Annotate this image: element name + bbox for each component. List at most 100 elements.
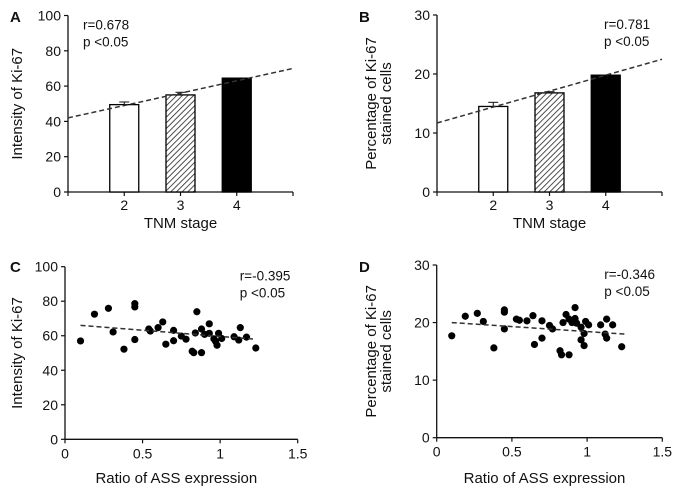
data-point — [193, 308, 201, 316]
data-point — [603, 334, 611, 342]
y-axis-title: Intensity of Ki-67 — [9, 48, 26, 160]
x-tick-label: 4 — [602, 197, 610, 213]
x-tick-label: 2 — [489, 197, 497, 213]
y-tick-label: 0 — [422, 430, 430, 446]
trend-line — [67, 67, 294, 119]
x-tick-label: 1.5 — [288, 445, 308, 461]
data-point — [197, 349, 206, 357]
x-tick-label: 4 — [233, 197, 241, 213]
y-axis-title: stained cells — [378, 62, 395, 145]
data-point — [242, 333, 251, 341]
x-axis-title: TNM stage — [144, 215, 217, 232]
data-point — [214, 329, 223, 337]
bar-stage-3 — [165, 94, 196, 193]
correlation-r: r=0.781 — [604, 17, 650, 32]
x-tick-label: 3 — [177, 197, 185, 213]
x-tick-label: 0 — [61, 445, 69, 461]
data-point — [538, 317, 546, 325]
y-tick-label: 20 — [414, 315, 430, 331]
data-point — [182, 335, 190, 343]
data-point — [538, 334, 546, 342]
data-point — [448, 332, 456, 340]
bar-stage-2 — [478, 105, 509, 193]
data-point — [190, 349, 198, 357]
p-value: p <0.05 — [83, 35, 128, 50]
data-point — [191, 329, 199, 337]
data-point — [479, 317, 487, 326]
data-point — [162, 340, 170, 348]
p-value: p <0.05 — [240, 286, 285, 301]
data-point — [252, 344, 260, 352]
panel-letter: C — [10, 259, 21, 276]
correlation-r: r=0.678 — [83, 18, 129, 33]
x-tick-label: 0.5 — [133, 445, 153, 461]
bar-stage-4 — [221, 77, 252, 193]
data-point — [565, 351, 573, 359]
y-tick-label: 80 — [42, 293, 58, 309]
trend-line — [80, 324, 256, 340]
trend-line — [436, 58, 663, 124]
y-axis-title: Percentage of Ki-67 — [363, 285, 380, 418]
y-tick-label: 60 — [42, 328, 58, 344]
trend-line — [451, 321, 625, 335]
y-tick-label: 100 — [38, 8, 62, 24]
data-point — [473, 309, 481, 317]
data-point — [597, 321, 605, 329]
data-point — [523, 317, 531, 325]
data-point — [90, 310, 99, 318]
data-point — [104, 304, 113, 312]
data-point — [500, 325, 508, 333]
data-point — [530, 340, 539, 349]
y-axis-title: Intensity of Ki-67 — [9, 297, 26, 409]
y-tick-label: 0 — [53, 184, 61, 200]
y-tick-label: 10 — [414, 372, 430, 388]
data-point — [120, 345, 128, 353]
data-point — [515, 316, 524, 324]
data-point — [557, 351, 566, 359]
y-tick-label: 20 — [45, 149, 61, 165]
bar-stage-2 — [109, 103, 140, 193]
x-tick-label: 0 — [433, 444, 441, 460]
data-point — [213, 341, 221, 349]
data-point — [197, 325, 206, 333]
x-axis-title: Ratio of ASS expression — [95, 470, 257, 487]
panel-a: A 0 20 40 60 80 100 Intensity of Ki-67 TNM stage… — [9, 8, 294, 232]
data-point — [76, 337, 85, 345]
y-tick-label: 30 — [414, 257, 430, 273]
x-axis-title: Ratio of ASS expression — [464, 470, 626, 487]
x-tick-label: 0.5 — [502, 444, 522, 460]
y-axis-title: stained cells — [378, 310, 395, 393]
panel-letter: D — [359, 259, 370, 276]
data-point — [461, 312, 469, 320]
y-tick-label: 20 — [414, 66, 430, 82]
correlation-r: r=-0.346 — [604, 267, 655, 282]
data-point — [559, 318, 567, 327]
data-point — [618, 343, 626, 351]
data-point — [571, 303, 579, 312]
data-point — [109, 328, 117, 336]
panel-letter: B — [359, 9, 370, 26]
p-value: p <0.05 — [604, 34, 649, 49]
y-tick-label: 30 — [414, 7, 430, 23]
y-tick-label: 100 — [35, 259, 59, 275]
y-tick-label: 40 — [45, 113, 61, 129]
y-tick-label: 10 — [414, 125, 430, 141]
panel-letter: A — [10, 9, 21, 26]
y-tick-label: 20 — [42, 397, 58, 413]
data-point — [146, 327, 154, 335]
y-tick-label: 0 — [422, 184, 430, 200]
data-point — [236, 324, 244, 332]
y-tick-label: 60 — [45, 78, 61, 94]
data-point — [205, 320, 213, 328]
x-axis-title: TNM stage — [513, 215, 586, 232]
x-tick-label: 3 — [546, 197, 554, 213]
data-point — [529, 312, 537, 320]
data-point — [500, 308, 508, 316]
data-point — [580, 341, 588, 350]
data-point — [490, 344, 498, 352]
y-tick-label: 80 — [45, 43, 61, 59]
panel-c: C 0 20 40 60 80 100 Intensity of Ki-67 Ratio of … — [9, 259, 308, 487]
